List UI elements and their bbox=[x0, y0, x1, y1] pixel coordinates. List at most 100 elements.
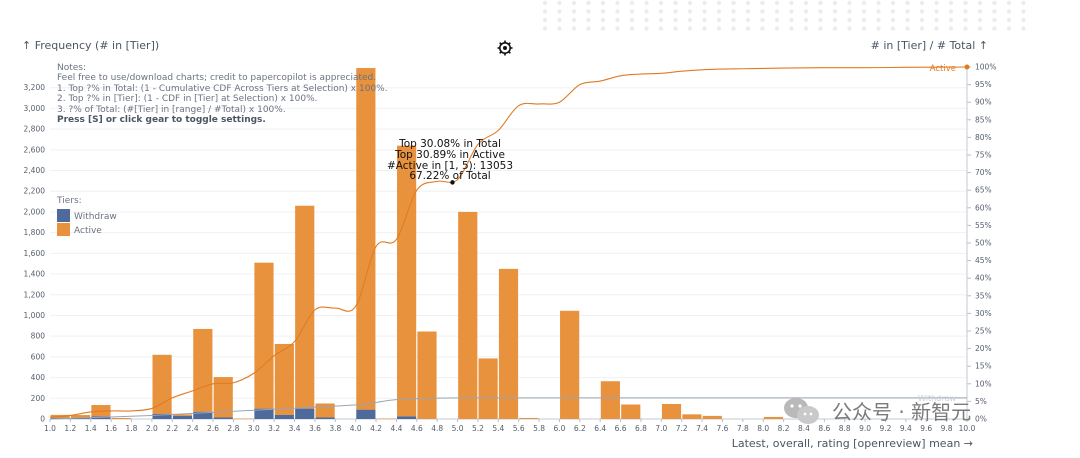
notes-title: Notes: bbox=[57, 63, 86, 73]
header-dot bbox=[687, 0, 693, 6]
x-tick-label: 5.2 bbox=[472, 424, 484, 433]
legend-label-active[interactable]: Active bbox=[74, 226, 102, 236]
y-right-tick-label: 10% bbox=[975, 379, 992, 388]
header-dot bbox=[774, 9, 780, 14]
header-dot bbox=[832, 17, 838, 23]
header-dot bbox=[745, 9, 751, 14]
x-tick-label: 2.6 bbox=[207, 424, 219, 433]
header-dot bbox=[731, 26, 736, 31]
header-dot bbox=[760, 17, 765, 23]
y-right-tick-label: 95% bbox=[975, 80, 992, 89]
bar-active bbox=[172, 414, 193, 416]
header-dot bbox=[1021, 17, 1026, 23]
watermark: 公众号 · 新智元 bbox=[784, 398, 971, 424]
watermark-text: 公众号 · 新智元 bbox=[832, 400, 971, 424]
header-dot bbox=[644, 9, 649, 14]
header-dot bbox=[803, 0, 809, 6]
header-dot bbox=[876, 0, 881, 6]
x-tick-label: 9.8 bbox=[941, 424, 953, 433]
header-dot bbox=[716, 9, 722, 14]
legend-swatch-active[interactable] bbox=[57, 223, 70, 236]
header-dot bbox=[702, 26, 707, 31]
header-dot bbox=[774, 17, 780, 23]
bar-active bbox=[519, 417, 539, 419]
x-tick-label: 10.0 bbox=[959, 424, 976, 433]
x-tick-label: 2.8 bbox=[227, 424, 239, 433]
header-dot bbox=[687, 9, 693, 14]
header-dot bbox=[731, 9, 736, 14]
x-tick-label: 6.8 bbox=[635, 424, 647, 433]
header-dot bbox=[919, 9, 925, 14]
bar-active bbox=[376, 418, 396, 420]
header-dot bbox=[847, 26, 852, 31]
bar-active bbox=[254, 262, 274, 409]
header-dot bbox=[890, 26, 896, 31]
bar-active bbox=[498, 268, 519, 419]
x-tick-label: 7.2 bbox=[676, 424, 688, 433]
bar-active bbox=[295, 205, 315, 409]
header-dot bbox=[745, 26, 751, 31]
y-left-tick-label: 2,600 bbox=[24, 145, 46, 154]
x-tick-label: 7.4 bbox=[696, 424, 708, 433]
notes-block: Notes: Feel free to use/download charts;… bbox=[57, 63, 388, 125]
x-tick-label: 8.4 bbox=[798, 424, 810, 433]
header-dot bbox=[571, 26, 577, 31]
header-dot bbox=[586, 17, 591, 23]
x-tick-label: 7.6 bbox=[716, 424, 728, 433]
header-dot bbox=[919, 0, 925, 6]
tooltip-line-1: Top 30.08% in Total bbox=[398, 138, 501, 150]
header-dot bbox=[774, 26, 780, 31]
y-right-tick-label: 70% bbox=[975, 168, 992, 177]
header-dot bbox=[992, 17, 997, 23]
header-dot bbox=[600, 9, 606, 14]
notes-line-1: Feel free to use/download charts; credit… bbox=[57, 73, 376, 83]
header-dot bbox=[803, 26, 809, 31]
x-tick-label: 4.2 bbox=[370, 424, 382, 433]
x-tick-label: 2.2 bbox=[166, 424, 178, 433]
x-tick-label: 4.8 bbox=[431, 424, 443, 433]
header-dot bbox=[1006, 0, 1012, 6]
x-tick-label: 2.0 bbox=[146, 424, 158, 433]
x-tick-label: 4.4 bbox=[390, 424, 402, 433]
header-dot bbox=[557, 26, 562, 31]
x-tick-label: 1.6 bbox=[105, 424, 117, 433]
header-dot bbox=[934, 0, 939, 6]
header-dot bbox=[586, 0, 591, 6]
header-dot bbox=[760, 9, 765, 14]
y-left-tick-label: 1,800 bbox=[24, 228, 46, 237]
bar-active bbox=[70, 415, 91, 419]
y-right-tick-label: 30% bbox=[975, 309, 992, 318]
y-right-tick-label: 20% bbox=[975, 344, 992, 353]
header-dot bbox=[1021, 26, 1026, 31]
bar-active bbox=[600, 381, 620, 419]
x-tick-label: 8.2 bbox=[778, 424, 790, 433]
gear-icon[interactable] bbox=[497, 40, 513, 56]
header-dot bbox=[1006, 17, 1012, 23]
bar-withdraw bbox=[356, 409, 376, 419]
header-dot bbox=[919, 17, 925, 23]
x-tick-label: 3.6 bbox=[309, 424, 321, 433]
y-left-tick-label: 3,200 bbox=[24, 83, 46, 92]
header-dot bbox=[731, 17, 736, 23]
header-dot bbox=[658, 17, 664, 23]
header-dot bbox=[600, 26, 606, 31]
header-dot bbox=[586, 26, 591, 31]
y-left-tick-label: 200 bbox=[31, 394, 46, 403]
header-dot bbox=[890, 17, 896, 23]
header-dot bbox=[977, 17, 983, 23]
header-dot bbox=[644, 17, 649, 23]
header-dot bbox=[847, 0, 852, 6]
y-left-tick-label: 2,400 bbox=[24, 166, 46, 175]
x-tick-label: 9.2 bbox=[880, 424, 892, 433]
header-dot bbox=[702, 9, 707, 14]
cumulative-withdraw-line bbox=[49, 397, 967, 420]
header-dot bbox=[905, 17, 910, 23]
x-tick-label: 5.0 bbox=[452, 424, 464, 433]
header-dot bbox=[760, 0, 765, 6]
legend-swatch-withdraw[interactable] bbox=[57, 209, 70, 222]
x-tick-label: 1.8 bbox=[126, 424, 138, 433]
header-dot bbox=[934, 17, 939, 23]
header-dot bbox=[745, 17, 751, 23]
legend-label-withdraw[interactable]: Withdraw bbox=[74, 212, 117, 222]
x-tick-label: 7.0 bbox=[655, 424, 667, 433]
